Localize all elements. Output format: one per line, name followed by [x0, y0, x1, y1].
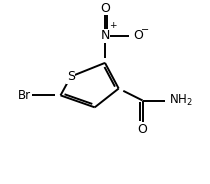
Text: NH$_2$: NH$_2$ — [169, 93, 193, 108]
Text: O: O — [138, 123, 148, 136]
Text: N: N — [100, 29, 110, 42]
Text: −: − — [140, 25, 149, 35]
Text: O: O — [133, 29, 143, 42]
Text: Br: Br — [18, 89, 32, 102]
Text: +: + — [109, 21, 116, 30]
Text: S: S — [67, 70, 75, 83]
Text: O: O — [100, 2, 110, 15]
